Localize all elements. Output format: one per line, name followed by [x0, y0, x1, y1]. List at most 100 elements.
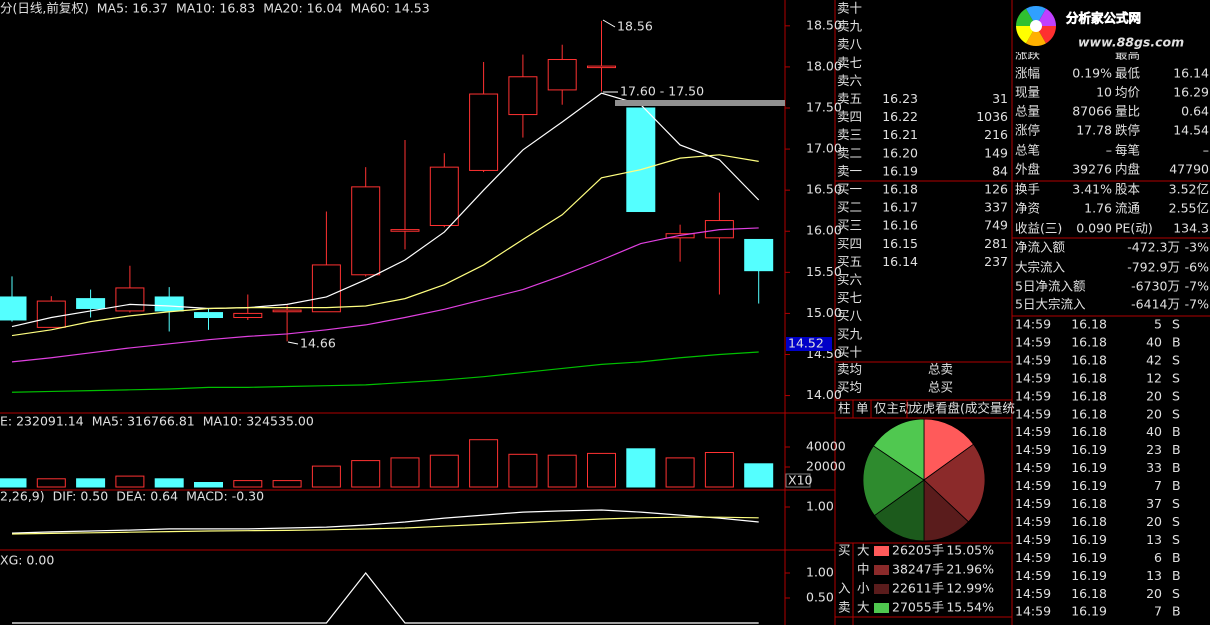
book-label: 买九 [837, 326, 863, 341]
volume-bar [508, 453, 538, 488]
tab[interactable]: 单 [856, 401, 869, 416]
tick-volume: 42 [1146, 352, 1162, 367]
candle-body [390, 229, 420, 232]
book-price: 16.14 [882, 254, 918, 269]
tab[interactable]: 仅主动 [874, 401, 912, 416]
flow-value: -792.9万 [1127, 260, 1180, 275]
pie-slice [873, 479, 925, 542]
tick-time: 14:59 [1015, 334, 1051, 349]
quote-value: 39276 [1072, 162, 1112, 177]
axis-tick-label: 0.50 [806, 590, 834, 605]
tick-volume: 13 [1146, 532, 1162, 547]
volume-bar [76, 478, 106, 488]
candle-body [626, 107, 656, 213]
book-price: 16.18 [882, 182, 918, 197]
flow-label: 大宗流入 [1015, 260, 1066, 275]
flow-percent: -3% [1185, 240, 1209, 255]
quote-value: 16.29 [1173, 85, 1209, 100]
book-label: 卖六 [837, 73, 862, 88]
price-annotation: 14.66 [300, 336, 336, 351]
book-price: 16.21 [882, 127, 918, 142]
pie-slice [862, 445, 925, 517]
volume-bar [665, 457, 695, 488]
book-label: 卖四 [837, 109, 862, 124]
tick-volume: 40 [1146, 334, 1162, 349]
quote-label: 均价 [1115, 85, 1141, 100]
panel-header-item: E: 232091.14 [0, 414, 84, 429]
tick-price: 16.19 [1071, 478, 1107, 493]
book-price: 16.22 [882, 109, 918, 124]
tick-side: B [1172, 442, 1181, 457]
quote-label: 最低 [1115, 66, 1141, 81]
tick-time: 14:59 [1015, 586, 1051, 601]
tick-volume: 20 [1146, 406, 1162, 421]
legend-size: 大 [857, 543, 870, 558]
panel-header-item: MA20: 16.04 [263, 1, 342, 16]
tick-side: S [1172, 586, 1180, 601]
tick-price: 16.18 [1071, 334, 1107, 349]
book-volume: 749 [984, 218, 1008, 233]
quote-label: 每笔 [1115, 143, 1140, 158]
volume-bar [429, 454, 459, 488]
book-volume: 84 [992, 163, 1008, 178]
tick-time: 14:59 [1015, 442, 1051, 457]
candle-body [429, 166, 459, 226]
volume-bar [547, 454, 577, 488]
tick-volume: 20 [1146, 388, 1162, 403]
volume-bar [233, 480, 263, 488]
panel-header-item: MA60: 14.53 [350, 1, 429, 16]
book-label: 卖七 [837, 55, 862, 70]
book-label: 卖九 [837, 19, 863, 34]
quote-label: 净资 [1015, 201, 1040, 216]
quote-value: 3.52亿 [1169, 182, 1209, 197]
quote-value: 0.19% [1072, 66, 1112, 81]
panel-header-item: MA10: 324535.00 [203, 414, 314, 429]
logo-pinwheel [1026, 26, 1046, 46]
quote-label: 涨停 [1015, 123, 1040, 138]
tab[interactable]: 龙虎看盘(成交量统 [910, 401, 1015, 416]
tick-price: 16.19 [1071, 442, 1107, 457]
volume-bar [390, 457, 420, 488]
book-label: 买五 [837, 254, 862, 269]
book-volume: 216 [984, 127, 1008, 142]
quote-label: 总量 [1015, 104, 1040, 119]
tick-price: 16.19 [1071, 604, 1107, 619]
candle-body [0, 296, 27, 321]
volume-bar [311, 465, 341, 488]
legend-volume: 27055手 [892, 600, 944, 615]
tick-volume: 7 [1154, 604, 1162, 619]
book-label: 卖二 [837, 145, 862, 160]
level-bar [615, 100, 785, 106]
volume-bar [115, 475, 145, 488]
tick-volume: 6 [1154, 550, 1162, 565]
quote-label: 跌停 [1115, 123, 1140, 138]
quote-value: 0.090 [1076, 221, 1112, 236]
volume-bar [36, 478, 66, 488]
price-annotation: 17.60 - 17.50 [620, 84, 704, 99]
legend-percent: 15.05% [946, 543, 994, 558]
tick-side: B [1172, 334, 1181, 349]
side-label: 入 [838, 581, 851, 596]
legend-size: 小 [857, 581, 870, 596]
book-label: 卖五 [837, 91, 862, 106]
tick-side: B [1172, 424, 1181, 439]
side-label: 买 [838, 543, 851, 558]
tick-time: 14:59 [1015, 406, 1051, 421]
tick-volume: 7 [1154, 478, 1162, 493]
tick-time: 14:59 [1015, 352, 1051, 367]
tick-time: 14:59 [1015, 424, 1051, 439]
candle-body [36, 300, 66, 328]
legend-swatch [874, 603, 889, 613]
book-price: 16.20 [882, 145, 918, 160]
legend-percent: 15.54% [946, 600, 994, 615]
tick-side: S [1172, 370, 1180, 385]
tab[interactable]: 柱 [838, 401, 851, 416]
tick-side: S [1172, 406, 1180, 421]
tick-side: S [1172, 514, 1180, 529]
flow-value: -6730万 [1131, 279, 1180, 294]
moving-average-line [11, 351, 759, 393]
candle-body [233, 312, 263, 319]
candle-body [587, 65, 616, 69]
book-label: 买一 [837, 182, 862, 197]
logo-pinwheel [1036, 8, 1056, 26]
